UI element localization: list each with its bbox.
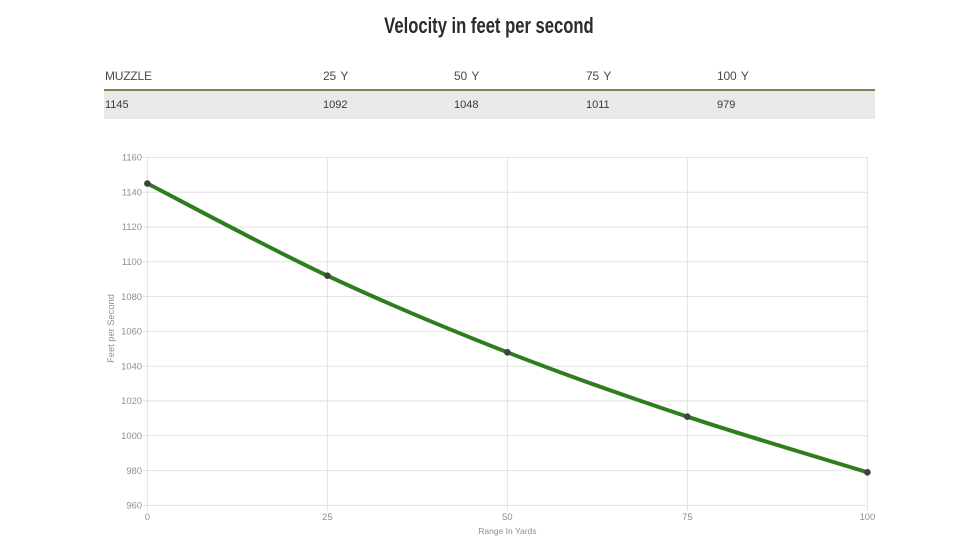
svg-text:100: 100 — [860, 511, 876, 522]
svg-text:1020: 1020 — [121, 395, 142, 406]
svg-text:50: 50 — [502, 511, 512, 522]
svg-text:25: 25 — [322, 511, 332, 522]
svg-text:Range In Yards: Range In Yards — [478, 526, 536, 536]
svg-text:1040: 1040 — [121, 360, 142, 371]
svg-text:0: 0 — [145, 511, 150, 522]
svg-text:1000: 1000 — [121, 430, 142, 441]
svg-text:1080: 1080 — [121, 291, 142, 302]
svg-text:1120: 1120 — [122, 221, 142, 232]
svg-text:1140: 1140 — [122, 186, 142, 197]
svg-text:1100: 1100 — [122, 256, 142, 267]
svg-text:1160: 1160 — [122, 152, 142, 163]
svg-text:1060: 1060 — [121, 326, 142, 337]
svg-text:Feet per Second: Feet per Second — [106, 294, 116, 363]
svg-text:960: 960 — [126, 500, 142, 511]
svg-text:980: 980 — [126, 465, 142, 476]
svg-text:75: 75 — [682, 511, 692, 522]
